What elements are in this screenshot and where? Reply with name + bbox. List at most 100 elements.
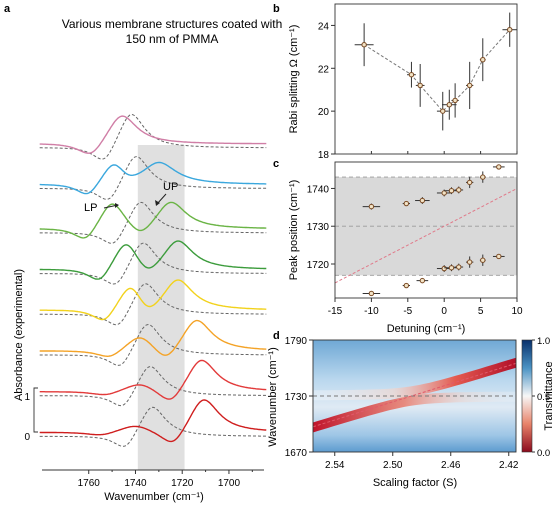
lower-polariton-point [492, 253, 505, 260]
rabi-marker [417, 82, 423, 89]
panel-b-y-axis: 18 20 22 24 [318, 21, 518, 161]
panel-c-y-tick-label: 1740 [307, 184, 330, 195]
scale-bar-bracket [33, 387, 38, 433]
absorbance-curve [39, 399, 267, 443]
lower-polariton-point [402, 282, 410, 289]
panel-c-y-label: Peak position (cm⁻¹) [288, 180, 300, 281]
scale-bar-bottom-label: 0 [24, 432, 30, 443]
upper-polariton-point [402, 200, 410, 207]
panel-a-title-line1: Various membrane structures coated with [62, 17, 283, 31]
rabi-trend-line [363, 29, 511, 112]
panel-d-x-label: Scaling factor (S) [373, 477, 457, 489]
panel-d-y-tick-label: 1790 [285, 336, 308, 347]
peak-marker [441, 265, 447, 272]
panel-c-x-tick-label: -5 [403, 306, 412, 317]
upper-polariton-point [466, 176, 474, 189]
upper-polariton-point [415, 197, 430, 204]
peak-marker [368, 203, 375, 210]
upper-polariton-point [479, 171, 486, 183]
peak-marker [480, 174, 486, 180]
absorbance-curve [39, 115, 267, 154]
absorbance-curves [39, 113, 267, 447]
peak-marker [448, 188, 455, 194]
panel-c-x-tick-label: -10 [364, 306, 379, 317]
rabi-marker [507, 27, 513, 33]
peak-marker [419, 197, 426, 204]
panel-a: a Various membrane structures coated wit… [4, 3, 282, 503]
panel-c-y-tick-label: 1730 [307, 222, 330, 233]
panel-c-axes: -15 -10 -5 0 5 10 1720 1730 1740 [307, 184, 523, 317]
panel-a-x-axis: 1700 1720 1740 1760 [42, 469, 264, 489]
panel-b-y-tick-label: 20 [318, 107, 330, 118]
panel-c-x-tick-label: 0 [441, 306, 447, 317]
panel-c-x-label: Detuning (cm⁻¹) [387, 323, 466, 335]
panel-c-x-tick-label: -15 [328, 306, 343, 317]
rabi-marker [452, 97, 458, 104]
panel-a-x-tick-label: 1720 [171, 478, 194, 489]
rabi-point [479, 38, 486, 82]
panel-c-x-tick-label: 10 [511, 306, 523, 317]
panel-b-label: b [273, 3, 280, 15]
peak-marker [448, 265, 455, 271]
panel-b-y-tick-label: 24 [318, 21, 330, 32]
rabi-point [451, 83, 459, 118]
absorbance-scale-bar: 10 [24, 387, 38, 443]
absorbance-curve [39, 201, 267, 239]
absorbance-uncoupled-curve [39, 323, 267, 366]
panel-d-x-tick-label: 2.42 [499, 460, 519, 471]
colorbar-tick-label: 0.0 [537, 448, 550, 459]
peak-marker [496, 164, 502, 170]
absorbance-shaded-band [137, 145, 185, 470]
panel-c-y-tick-label: 1720 [307, 260, 330, 271]
peak-marker [456, 187, 462, 193]
panel-a-y-label: Absorbance (experimental) [13, 269, 25, 401]
colorbar-label: Transmittance [543, 361, 554, 430]
panel-d-x-tick-label: 2.54 [325, 460, 345, 471]
lp-annotation: LP [84, 202, 97, 214]
peak-marker [466, 179, 473, 186]
rabi-marker [361, 42, 367, 48]
up-annotation: UP [163, 181, 178, 193]
rabi-marker [446, 102, 452, 108]
lower-polariton-ridge [313, 391, 516, 433]
panel-d-axes: 2.54 2.50 2.46 2.42 1670 1730 1790 [285, 336, 519, 471]
panel-d-x-tick-label: 2.46 [441, 460, 461, 471]
rabi-marker [466, 82, 473, 89]
panel-a-x-tick-label: 1760 [78, 478, 101, 489]
panel-a-x-label: Wavenumber (cm⁻¹) [104, 491, 204, 503]
peak-marker [441, 190, 447, 196]
lower-polariton-point [416, 277, 429, 284]
rabi-marker [440, 108, 446, 114]
upper-polariton-ridge [313, 357, 516, 401]
absorbance-uncoupled-curve [39, 283, 267, 326]
panel-c-x-tick-label: 5 [478, 306, 484, 317]
peak-marker [496, 253, 502, 260]
rabi-point [442, 89, 457, 120]
rabi-point [466, 61, 474, 109]
panel-c-label: c [273, 158, 279, 170]
up-arrowhead [155, 200, 160, 206]
rabi-point [354, 23, 374, 67]
lower-polariton-point [479, 254, 486, 266]
absorbance-curve [39, 279, 267, 321]
upper-polariton-point [492, 164, 505, 170]
panel-b-y-tick-label: 22 [318, 64, 330, 75]
peak-marker [403, 200, 410, 207]
rabi-point [415, 64, 425, 107]
absorbance-uncoupled-curve [39, 406, 267, 447]
peak-points [362, 164, 505, 297]
heatmap-uncoupled-line [313, 362, 516, 428]
absorbance-curve [39, 240, 267, 280]
peak-marker [466, 259, 473, 265]
absorbance-uncoupled-curve [39, 366, 267, 407]
transmittance-heatmap [313, 340, 516, 452]
panel-b-y-label: Rabi splitting Ω (cm⁻¹) [288, 25, 300, 134]
absorbance-curve [39, 161, 267, 195]
rabi-point [502, 12, 517, 47]
rabi-points [354, 12, 517, 131]
absorbance-uncoupled-curve [39, 242, 267, 285]
peak-marker [456, 264, 462, 270]
panel-d: d 2.54 2.50 2.46 2.42 1670 1730 1790 Scaling f… [267, 330, 554, 489]
peak-marker [419, 277, 426, 284]
